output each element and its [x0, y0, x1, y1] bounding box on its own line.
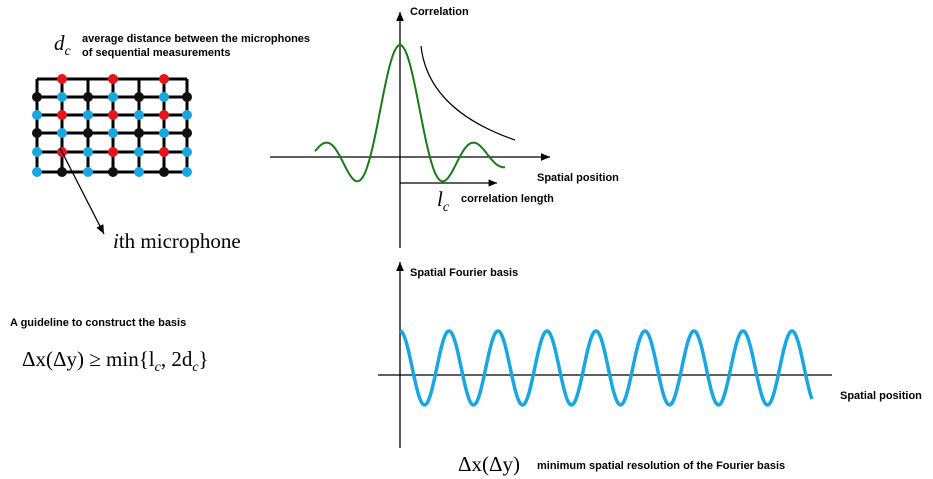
microphone — [108, 128, 118, 138]
x-label: Spatial position — [840, 390, 922, 402]
microphone — [32, 128, 42, 138]
microphone — [108, 92, 118, 102]
microphone — [134, 92, 144, 102]
microphone — [134, 167, 144, 177]
formula-part: Δx(Δy) ≥ min{l — [22, 347, 155, 371]
dc-sub: c — [65, 44, 72, 59]
formula-part: } — [199, 347, 209, 371]
microphone — [83, 92, 93, 102]
microphone — [182, 92, 192, 102]
microphone — [83, 147, 93, 157]
microphone — [57, 110, 67, 120]
x-label: Spatial position — [537, 172, 619, 184]
microphone — [159, 128, 169, 138]
microphone — [32, 147, 42, 157]
dc-symbol: dc — [54, 31, 72, 59]
mic-label: ith microphone — [113, 229, 241, 253]
microphone — [57, 128, 67, 138]
formula-sub: c — [192, 360, 199, 375]
mic-grid — [32, 74, 192, 177]
decay-envelope — [420, 45, 516, 141]
microphone — [108, 110, 118, 120]
microphone — [83, 167, 93, 177]
microphone — [182, 128, 192, 138]
microphone — [159, 167, 169, 177]
microphone — [57, 92, 67, 102]
fourier-curve — [399, 329, 814, 407]
mic-symbol: i — [113, 229, 119, 253]
microphone — [108, 147, 118, 157]
lc-label: correlation length — [461, 193, 554, 205]
microphone — [32, 92, 42, 102]
guideline-title: A guideline to construct the basis — [10, 317, 186, 329]
microphone — [134, 128, 144, 138]
dc-base: d — [54, 31, 65, 55]
microphone — [159, 110, 169, 120]
microphone — [159, 74, 169, 84]
y-label: Correlation — [410, 6, 469, 18]
dc-desc: average distance between the microphones — [82, 33, 310, 45]
mic-text: th microphone — [119, 229, 241, 253]
microphone — [182, 110, 192, 120]
microphone — [32, 167, 42, 177]
microphone — [159, 147, 169, 157]
microphone — [57, 167, 67, 177]
microphone — [134, 147, 144, 157]
mic-pointer — [59, 147, 105, 235]
microphone — [83, 128, 93, 138]
lc-base: l — [437, 187, 443, 211]
microphone — [57, 74, 67, 84]
formula: Δx(Δy) ≥ min{lc, 2dc} — [22, 347, 209, 375]
lc-symbol: lc — [437, 187, 450, 215]
microphone — [108, 74, 118, 84]
resolution-label: minimum spatial resolution of the Fourie… — [537, 460, 785, 472]
microphone — [32, 110, 42, 120]
dc-desc: of sequential measurements — [82, 47, 231, 59]
correlation-curve — [314, 43, 506, 183]
y-label: Spatial Fourier basis — [410, 267, 518, 279]
formula-sub: c — [155, 360, 162, 375]
microphone — [83, 110, 93, 120]
formula-part: , 2d — [161, 347, 193, 371]
microphone — [159, 92, 169, 102]
microphone — [108, 167, 118, 177]
lc-sub: c — [443, 200, 450, 215]
microphone — [182, 147, 192, 157]
microphone — [182, 167, 192, 177]
resolution-symbol: Δx(Δy) — [458, 452, 520, 476]
microphone — [134, 110, 144, 120]
